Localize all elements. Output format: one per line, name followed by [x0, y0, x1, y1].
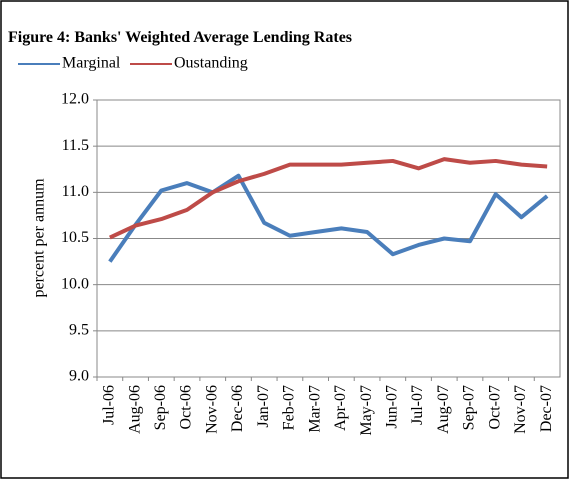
x-tick-label: Dec-07 — [538, 385, 555, 432]
y-tick-label: 9.0 — [69, 368, 89, 385]
x-tick-label: May-07 — [358, 385, 375, 436]
y-tick-label: 11.5 — [62, 137, 89, 154]
x-tick-label: Aug-07 — [435, 385, 452, 434]
y-tick-label: 10.5 — [61, 229, 89, 246]
legend-label: Oustanding — [174, 55, 248, 72]
x-tick-label: Oct-06 — [178, 385, 195, 429]
y-tick-label: 11.0 — [62, 183, 89, 200]
legend-label: Marginal — [62, 55, 121, 72]
x-tick-label: Aug-06 — [126, 385, 143, 434]
x-tick-label: Nov-07 — [512, 385, 529, 434]
x-tick-label: Oct-07 — [486, 385, 503, 429]
x-tick-label: Jun-07 — [383, 385, 400, 429]
series-line — [108, 173, 549, 263]
y-axis-label: percent per annum — [31, 178, 48, 298]
x-tick-label: Nov-06 — [203, 385, 220, 434]
x-tick-label: Feb-07 — [281, 385, 298, 430]
x-tick-label: Jul-06 — [101, 385, 118, 425]
x-tick-label: Dec-06 — [229, 385, 246, 432]
x-tick-label: Apr-07 — [332, 385, 349, 431]
x-tick-label: Sep-07 — [461, 385, 478, 430]
x-tick-label: Jul-07 — [409, 385, 426, 425]
series-line — [109, 157, 548, 240]
x-tick-label: Sep-06 — [152, 385, 169, 430]
chart-title: Figure 4: Banks' Weighted Average Lendin… — [8, 29, 352, 46]
x-tick-label: Mar-07 — [306, 385, 323, 433]
x-tick-label: Jan-07 — [255, 385, 272, 428]
y-tick-label: 12.0 — [61, 91, 89, 108]
y-tick-label: 10.0 — [61, 275, 89, 292]
y-tick-label: 9.5 — [69, 322, 89, 339]
